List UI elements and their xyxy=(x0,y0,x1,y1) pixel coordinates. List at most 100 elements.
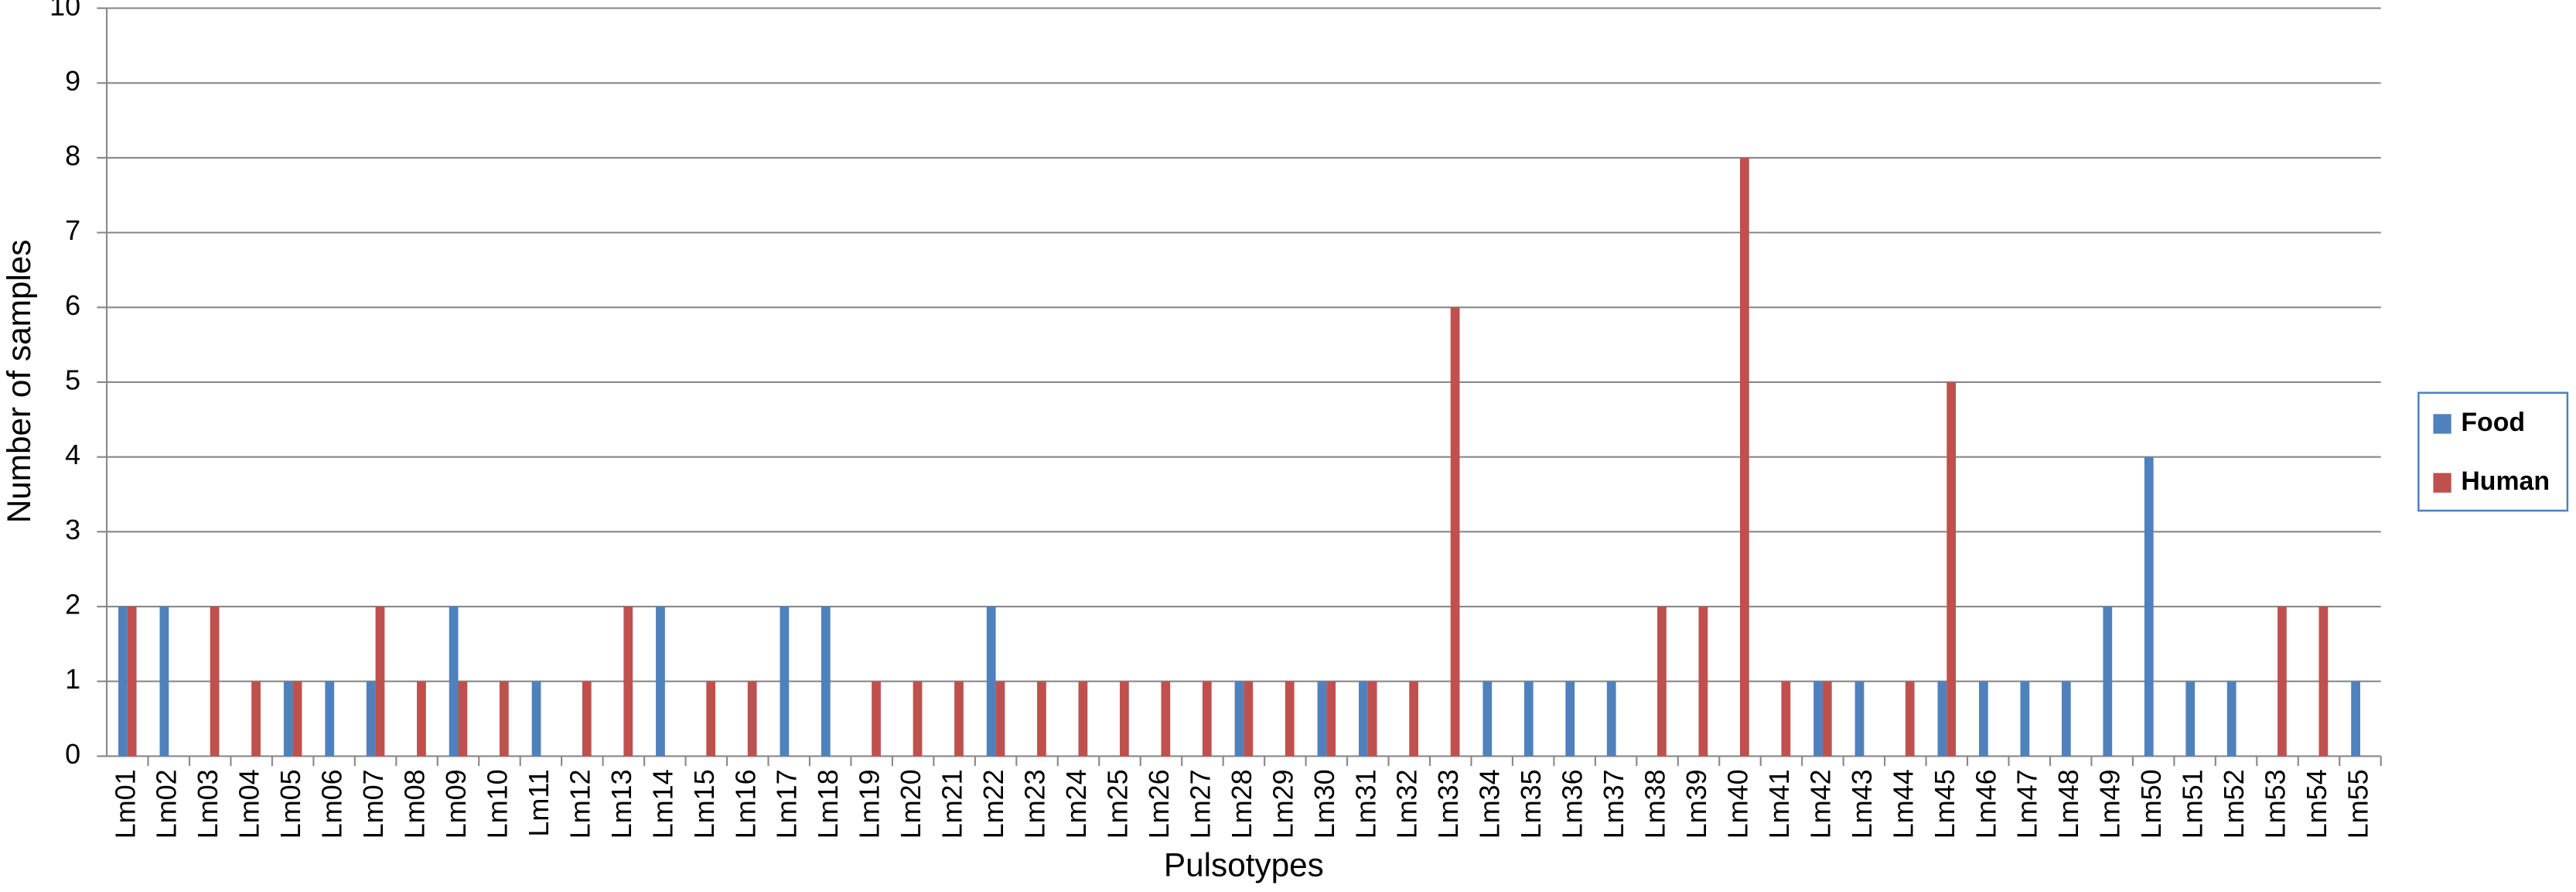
x-tick-label: Lm19 xyxy=(854,769,885,839)
x-tick-label: Lm39 xyxy=(1680,769,1712,839)
x-tick-label: Lm37 xyxy=(1598,769,1629,839)
y-tick-label: 0 xyxy=(65,738,80,770)
x-tick-label: Lm38 xyxy=(1639,769,1671,839)
y-tick-label: 5 xyxy=(65,364,80,395)
bar xyxy=(366,681,376,757)
bar xyxy=(1937,681,1947,757)
bar xyxy=(1409,681,1419,757)
x-tick-label: Lm10 xyxy=(481,769,513,839)
y-tick-label: 3 xyxy=(65,514,80,545)
x-tick-label: Lm16 xyxy=(729,769,761,839)
bar xyxy=(251,681,261,757)
bar xyxy=(1367,681,1377,757)
legend-swatch xyxy=(2433,473,2451,493)
bar xyxy=(1234,681,1244,757)
bar xyxy=(623,607,633,757)
bar xyxy=(499,681,509,757)
x-tick-label: Lm31 xyxy=(1349,769,1381,839)
x-tick-label: Lm08 xyxy=(399,769,431,839)
bar xyxy=(292,681,302,757)
bar xyxy=(2061,681,2071,757)
bar xyxy=(1739,157,1749,757)
bar xyxy=(954,681,964,757)
x-tick-label: Lm18 xyxy=(812,769,844,839)
bar xyxy=(1078,681,1088,757)
x-tick-label: Lm24 xyxy=(1060,769,1092,839)
x-tick-label: Lm27 xyxy=(1184,769,1216,839)
x-tick-label: Lm04 xyxy=(234,769,265,839)
bar xyxy=(449,607,459,757)
bar xyxy=(582,681,592,757)
y-tick-label: 8 xyxy=(65,139,80,171)
bar xyxy=(118,607,128,757)
bar xyxy=(417,681,426,757)
x-tick-label: Lm29 xyxy=(1267,769,1298,839)
x-tick-label: Lm42 xyxy=(1804,769,1836,839)
x-tick-label: Lm20 xyxy=(895,769,926,839)
x-tick-label: Lm48 xyxy=(2052,769,2084,839)
x-tick-label: Lm43 xyxy=(1846,769,1878,839)
bar xyxy=(872,681,881,757)
bar xyxy=(127,607,137,757)
x-tick-label: Lm44 xyxy=(1887,769,1919,839)
bar xyxy=(2144,456,2154,757)
bar xyxy=(1698,607,1708,757)
legend-swatch xyxy=(2433,414,2451,434)
bar xyxy=(1979,681,1988,757)
bar xyxy=(1657,607,1667,757)
bar xyxy=(1317,681,1327,757)
bar xyxy=(1813,681,1823,757)
bar xyxy=(1161,681,1171,757)
x-tick-label: Lm06 xyxy=(316,769,348,839)
bar xyxy=(210,607,220,757)
bar xyxy=(1781,681,1791,757)
x-tick-label: Lm26 xyxy=(1143,769,1175,839)
y-tick-label: 6 xyxy=(65,289,80,321)
x-tick-label: Lm28 xyxy=(1226,769,1257,839)
bar xyxy=(1244,681,1254,757)
x-tick-label: Lm35 xyxy=(1515,769,1547,839)
x-tick-label: Lm13 xyxy=(606,769,637,839)
x-tick-label: Lm45 xyxy=(1929,769,1960,839)
x-tick-label: Lm23 xyxy=(1019,769,1051,839)
x-tick-label: Lm53 xyxy=(2260,769,2291,839)
y-axis-title: Number of samples xyxy=(1,240,37,524)
bar xyxy=(458,681,468,757)
legend-label: Food xyxy=(2461,408,2525,437)
x-tick-label: Lm11 xyxy=(523,769,554,836)
bar xyxy=(1947,381,1957,757)
bar xyxy=(821,607,831,757)
x-tick-label: Lm01 xyxy=(109,769,141,839)
bar xyxy=(1482,681,1493,757)
bar xyxy=(1285,681,1295,757)
bar xyxy=(747,681,757,757)
x-tick-label: Lm12 xyxy=(564,769,595,839)
x-tick-label: Lm47 xyxy=(2011,769,2043,839)
bar xyxy=(325,681,335,757)
x-tick-label: Lm07 xyxy=(357,769,389,839)
bar xyxy=(2020,681,2030,757)
x-tick-label: Lm49 xyxy=(2094,769,2126,839)
bar xyxy=(2318,607,2329,757)
bar xyxy=(1326,681,1336,757)
x-tick-label: Lm05 xyxy=(275,769,306,839)
bar xyxy=(159,607,169,757)
bar xyxy=(1606,681,1616,757)
x-tick-label: Lm51 xyxy=(2177,769,2209,839)
x-tick-label: Lm14 xyxy=(647,769,678,839)
legend-label: Human xyxy=(2461,467,2550,496)
x-tick-label: Lm09 xyxy=(440,769,472,839)
bar xyxy=(995,681,1005,757)
x-tick-label: Lm17 xyxy=(771,769,803,839)
bar xyxy=(656,607,665,757)
bar xyxy=(531,681,541,757)
y-tick-label: 10 xyxy=(49,0,80,22)
bar xyxy=(1854,681,1865,757)
bar xyxy=(2103,607,2113,757)
y-tick-label: 2 xyxy=(65,589,80,620)
x-tick-label: Lm40 xyxy=(1721,769,1753,839)
x-tick-label: Lm32 xyxy=(1391,769,1423,839)
bar xyxy=(706,681,716,757)
x-tick-label: Lm33 xyxy=(1432,769,1464,839)
x-tick-label: Lm55 xyxy=(2342,769,2373,839)
